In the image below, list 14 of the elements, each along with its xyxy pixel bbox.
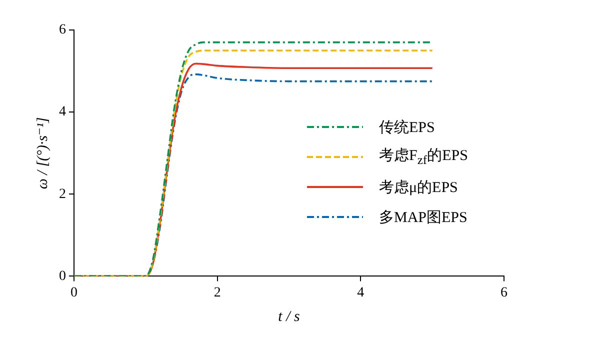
x-tick-label: 0 <box>70 285 78 300</box>
x-tick-label: 4 <box>357 285 364 300</box>
legend-label: 考虑F$_{zf}$的EPS <box>379 146 468 168</box>
y-axis-title: ω / [(°)·s⁻¹] <box>34 116 51 190</box>
legend-label: 考虑μ的EPS <box>379 178 458 196</box>
x-tick-label: 6 <box>500 285 508 300</box>
x-tick-label: 2 <box>214 285 221 300</box>
legend-label: 传统EPS <box>379 118 435 136</box>
y-tick-label: 0 <box>59 268 66 284</box>
y-tick-label: 6 <box>59 22 66 38</box>
y-tick-label: 2 <box>59 186 66 202</box>
y-tick-label: 4 <box>59 104 66 120</box>
legend-label: 多MAP图EPS <box>379 208 468 226</box>
x-axis-title: t / s <box>278 308 300 325</box>
